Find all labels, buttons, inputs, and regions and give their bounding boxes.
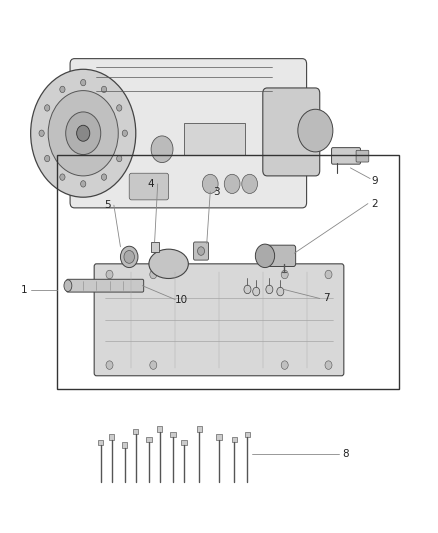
Circle shape — [124, 251, 134, 263]
FancyBboxPatch shape — [332, 148, 360, 164]
Circle shape — [120, 246, 138, 268]
Circle shape — [117, 156, 122, 162]
Bar — [146, 437, 152, 442]
Circle shape — [106, 270, 113, 279]
Text: 4: 4 — [148, 179, 155, 189]
Text: 9: 9 — [371, 176, 378, 186]
Circle shape — [102, 86, 107, 93]
Circle shape — [122, 130, 127, 136]
Text: 2: 2 — [371, 199, 378, 208]
Circle shape — [198, 247, 205, 255]
FancyBboxPatch shape — [263, 88, 320, 176]
Circle shape — [253, 287, 260, 296]
Bar — [133, 429, 138, 434]
Bar — [181, 440, 187, 445]
Circle shape — [325, 270, 332, 279]
Text: 5: 5 — [104, 200, 111, 210]
Circle shape — [277, 287, 284, 296]
Circle shape — [266, 285, 273, 294]
Circle shape — [150, 361, 157, 369]
Circle shape — [66, 112, 101, 155]
Circle shape — [77, 125, 90, 141]
Bar — [122, 442, 127, 448]
Circle shape — [106, 361, 113, 369]
Bar — [232, 437, 237, 442]
Bar — [98, 440, 103, 445]
FancyBboxPatch shape — [129, 173, 169, 200]
Circle shape — [150, 270, 157, 279]
Circle shape — [202, 174, 218, 193]
Ellipse shape — [64, 280, 72, 292]
Circle shape — [81, 181, 86, 187]
Circle shape — [48, 91, 118, 176]
Text: 8: 8 — [343, 449, 350, 459]
Circle shape — [102, 174, 107, 180]
Text: 10: 10 — [175, 295, 188, 304]
Bar — [109, 434, 114, 440]
Bar — [170, 432, 176, 437]
FancyBboxPatch shape — [70, 59, 307, 208]
FancyBboxPatch shape — [67, 279, 144, 292]
Bar — [184, 123, 245, 155]
Bar — [151, 242, 159, 252]
Circle shape — [242, 174, 258, 193]
Circle shape — [39, 130, 44, 136]
Circle shape — [45, 104, 50, 111]
Text: 1: 1 — [21, 286, 28, 295]
Circle shape — [281, 270, 288, 279]
FancyBboxPatch shape — [356, 150, 369, 162]
Circle shape — [281, 361, 288, 369]
Ellipse shape — [149, 249, 188, 278]
FancyBboxPatch shape — [94, 264, 344, 376]
Bar — [157, 426, 162, 432]
Text: 3: 3 — [213, 187, 220, 197]
Circle shape — [325, 361, 332, 369]
Circle shape — [60, 174, 65, 180]
Circle shape — [117, 104, 122, 111]
Circle shape — [60, 86, 65, 93]
Circle shape — [31, 69, 136, 197]
Circle shape — [255, 244, 275, 268]
Bar — [216, 434, 222, 440]
Text: 7: 7 — [323, 294, 330, 303]
Bar — [197, 426, 202, 432]
Circle shape — [81, 79, 86, 86]
FancyBboxPatch shape — [194, 242, 208, 260]
Circle shape — [224, 174, 240, 193]
FancyBboxPatch shape — [263, 245, 296, 266]
Bar — [245, 432, 250, 437]
Circle shape — [151, 136, 173, 163]
Circle shape — [45, 156, 50, 162]
Circle shape — [298, 109, 333, 152]
Circle shape — [244, 285, 251, 294]
Bar — [57, 155, 399, 389]
